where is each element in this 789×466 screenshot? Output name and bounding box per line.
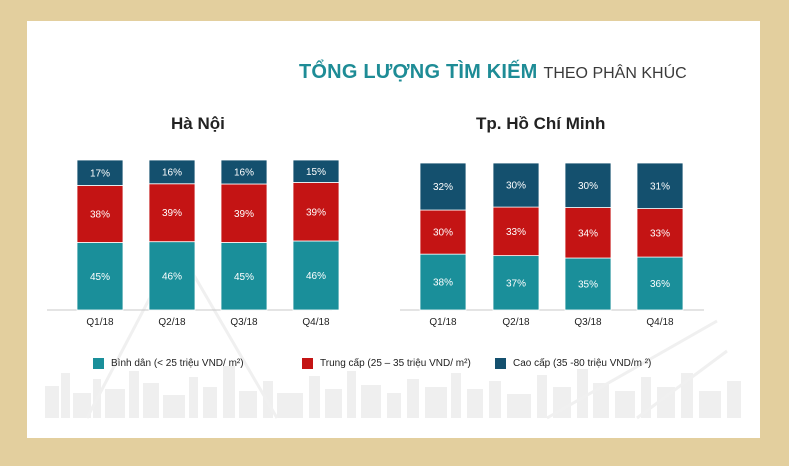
chart-ha-noi: 45% 38% 17% Q1/18 46% 39% 16% Q2/18 45% 39% 16% Q3/… <box>47 159 340 328</box>
x-tick-label: Q4/18 <box>646 317 674 328</box>
data-label-binh-dan: 38% <box>433 278 453 289</box>
legend-item-trung-cap: Trung cấp (25 – 35 triệu VND/ m²) <box>302 358 471 369</box>
bar-segment-trung-cap <box>220 183 268 243</box>
bar-segment-binh-dan <box>292 240 340 311</box>
bar-segment-binh-dan <box>492 255 540 311</box>
slide-panel: TỔNG LƯỢNG TÌM KIẾM THEO PHÂN KHÚC Hà Nội… <box>27 21 760 438</box>
x-tick-label: Q1/18 <box>429 317 457 328</box>
legend-label-trung-cap: Trung cấp (25 – 35 triệu VND/ m²) <box>320 358 471 369</box>
bar-segment-cao-cap <box>492 162 540 208</box>
x-tick-label: Q2/18 <box>158 317 186 328</box>
bar-segment-binh-dan <box>220 242 268 311</box>
bar-segment-binh-dan <box>636 256 684 311</box>
bar-segment-trung-cap <box>76 185 124 243</box>
legend-label-cao-cap: Cao cấp (35 -80 triệu VND/m ²) <box>513 358 652 369</box>
data-label-binh-dan: 45% <box>234 272 254 283</box>
data-label-trung-cap: 39% <box>234 209 254 220</box>
bar-segment-cao-cap <box>419 162 467 211</box>
data-label-cao-cap: 30% <box>578 181 598 192</box>
data-label-cao-cap: 17% <box>90 168 110 179</box>
data-label-cao-cap: 15% <box>306 167 326 178</box>
chart-hcm: 38% 30% 32% Q1/18 37% 33% 30% Q2/18 35% 34% 30% Q3/… <box>400 162 704 328</box>
legend-item-cao-cap: Cao cấp (35 -80 triệu VND/m ²) <box>495 358 651 369</box>
data-label-trung-cap: 34% <box>578 228 598 239</box>
chart-title-ha-noi: Hà Nội <box>171 114 225 133</box>
bar-segment-binh-dan <box>148 241 196 311</box>
title-sub: THEO PHÂN KHÚC <box>543 65 687 82</box>
x-tick-label: Q2/18 <box>502 317 530 328</box>
data-label-trung-cap: 33% <box>650 228 670 239</box>
bar-segment-cao-cap <box>220 159 268 185</box>
bar-segment-trung-cap <box>148 183 196 243</box>
bar-segment-cao-cap <box>292 159 340 183</box>
legend-item-binh-dan: Bình dân (< 25 triệu VND/ m²) <box>93 358 244 369</box>
data-label-trung-cap: 30% <box>433 228 453 239</box>
x-tick-label: Q1/18 <box>86 317 114 328</box>
stacked-bar-charts: 45% 38% 17% Q1/18 46% 39% 16% Q2/18 45% 39% 16% Q3/… <box>47 159 704 328</box>
data-label-binh-dan: 46% <box>162 271 182 282</box>
legend-swatch-binh-dan <box>93 358 104 369</box>
data-label-cao-cap: 16% <box>162 167 182 178</box>
data-label-binh-dan: 45% <box>90 272 110 283</box>
bar-segment-binh-dan <box>76 242 124 311</box>
bar-segment-cao-cap <box>148 159 196 185</box>
data-label-trung-cap: 33% <box>506 227 526 238</box>
chart-title-hcm: Tp. Hồ Chí Minh <box>476 114 606 133</box>
data-label-binh-dan: 46% <box>306 271 326 282</box>
data-label-cao-cap: 31% <box>650 181 670 192</box>
data-label-binh-dan: 37% <box>506 278 526 289</box>
x-tick-label: Q4/18 <box>302 317 330 328</box>
data-label-cao-cap: 16% <box>234 168 254 179</box>
data-label-trung-cap: 39% <box>162 208 182 219</box>
data-label-trung-cap: 39% <box>306 207 326 218</box>
bar-segment-cao-cap <box>636 162 684 209</box>
data-label-cao-cap: 30% <box>506 181 526 192</box>
x-tick-label: Q3/18 <box>230 317 258 328</box>
title-main: TỔNG LƯỢNG TÌM KIẾM <box>299 61 538 83</box>
legend-swatch-trung-cap <box>302 358 313 369</box>
bar-segment-trung-cap <box>564 207 612 259</box>
bar-segment-trung-cap <box>292 182 340 242</box>
bar-segment-binh-dan <box>564 257 612 311</box>
legend-label-binh-dan: Bình dân (< 25 triệu VND/ m²) <box>111 358 244 369</box>
data-label-trung-cap: 38% <box>90 210 110 221</box>
legend-swatch-cao-cap <box>495 358 506 369</box>
data-label-binh-dan: 35% <box>578 280 598 291</box>
data-label-binh-dan: 36% <box>650 279 670 290</box>
data-label-cao-cap: 32% <box>433 182 453 193</box>
bar-segment-binh-dan <box>419 253 467 311</box>
bar-segment-cao-cap <box>76 159 124 186</box>
x-tick-label: Q3/18 <box>574 317 602 328</box>
bar-segment-cao-cap <box>564 162 612 208</box>
slide-title: TỔNG LƯỢNG TÌM KIẾM THEO PHÂN KHÚC <box>299 61 687 84</box>
